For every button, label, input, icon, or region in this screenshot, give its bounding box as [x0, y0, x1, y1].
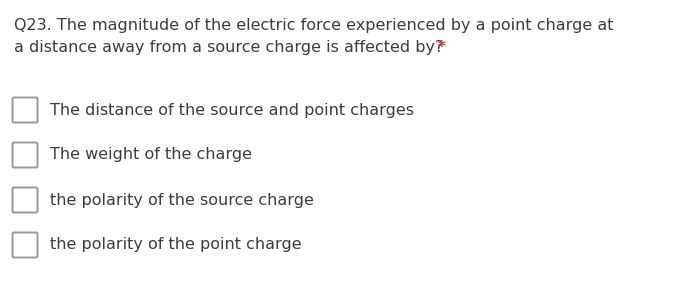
- Text: The distance of the source and point charges: The distance of the source and point cha…: [50, 102, 414, 117]
- Text: *: *: [432, 40, 446, 55]
- Text: the polarity of the point charge: the polarity of the point charge: [50, 237, 302, 253]
- FancyBboxPatch shape: [13, 142, 38, 168]
- Text: Q23. The magnitude of the electric force experienced by a point charge at: Q23. The magnitude of the electric force…: [14, 18, 613, 33]
- Text: the polarity of the source charge: the polarity of the source charge: [50, 192, 314, 208]
- FancyBboxPatch shape: [13, 98, 38, 123]
- Text: The weight of the charge: The weight of the charge: [50, 147, 252, 163]
- Text: a distance away from a source charge is affected by?: a distance away from a source charge is …: [14, 40, 443, 55]
- FancyBboxPatch shape: [13, 187, 38, 213]
- FancyBboxPatch shape: [13, 232, 38, 258]
